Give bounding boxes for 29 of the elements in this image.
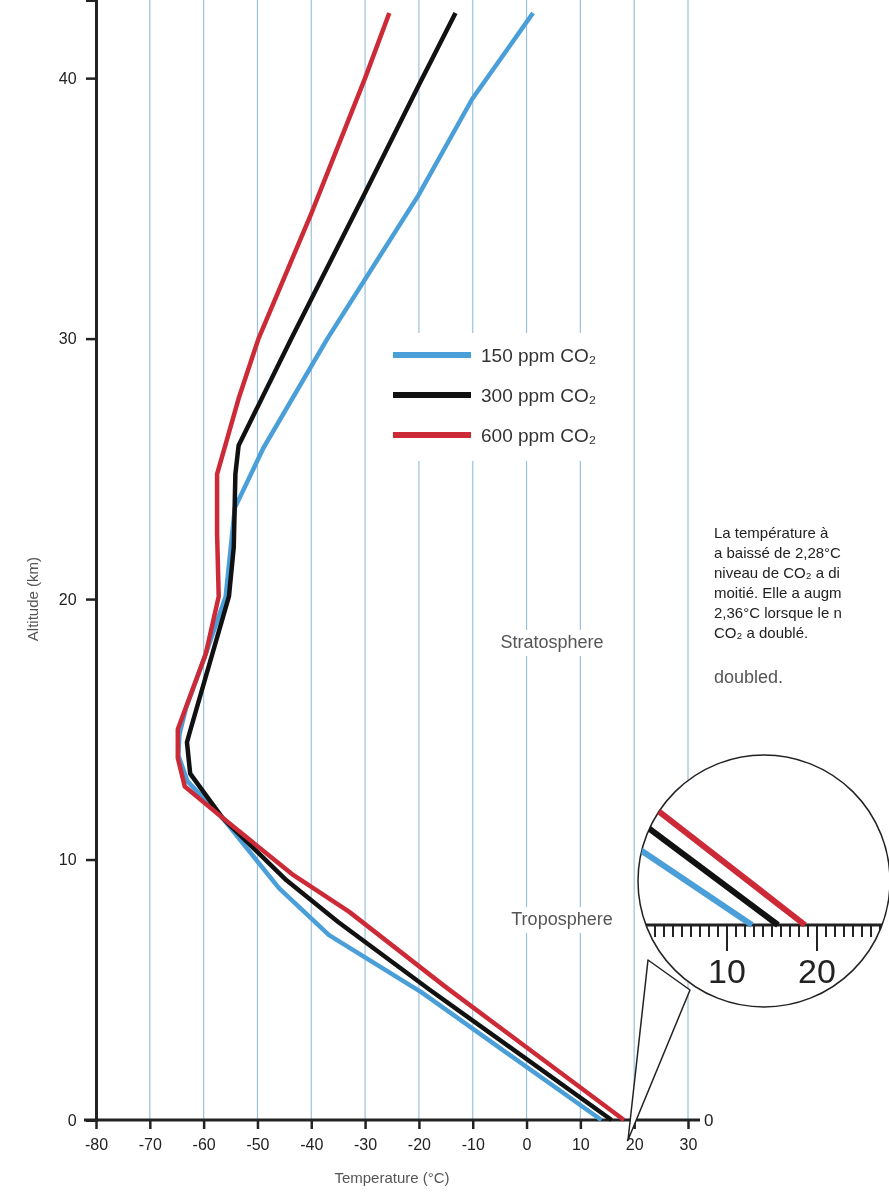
text: doubled.: [714, 667, 784, 687]
x-tick-label: 20: [625, 1135, 644, 1153]
y-tick-label: 40: [58, 69, 77, 87]
x-tick-label: 30: [679, 1135, 698, 1153]
legend-label: 300 ppm CO₂: [481, 385, 597, 406]
text: 10: [708, 952, 746, 990]
x-tick-label: -30: [354, 1135, 378, 1153]
legend-label: 600 ppm CO₂: [481, 425, 597, 446]
x-tick-label: -60: [192, 1135, 216, 1153]
annotation: Troposphere: [511, 909, 613, 929]
x-tick-label: -20: [407, 1135, 432, 1153]
x-tick-label: 10: [571, 1135, 590, 1153]
y-axis-title: Altitude (km): [24, 556, 41, 642]
annotation: Stratosphere: [500, 632, 604, 652]
text: 0: [704, 1111, 714, 1130]
x-tick-label: -50: [246, 1135, 270, 1153]
y-tick-label: 10: [58, 851, 77, 869]
text: La température à a baissé de 2,28°C niveau de CO₂ a di moitié. Elle a augm 2,36°C lorsque le n CO₂ a doublé.: [714, 524, 842, 641]
x-tick-label: -70: [138, 1135, 162, 1153]
x-tick-label: -40: [300, 1135, 324, 1153]
x-axis-title: Temperature (°C): [334, 1169, 450, 1186]
text: 20: [798, 952, 836, 990]
y-tick-label: 20: [58, 590, 77, 608]
x-tick-label: 0: [522, 1135, 532, 1153]
legend-label: 150 ppm CO₂: [481, 345, 597, 366]
y-tick-label: 30: [58, 330, 77, 348]
y-tick-label: 0: [67, 1111, 77, 1129]
x-tick-label: -80: [84, 1135, 109, 1153]
x-tick-label: -10: [461, 1135, 485, 1153]
